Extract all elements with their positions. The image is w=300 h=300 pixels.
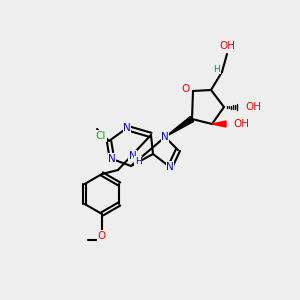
Text: O: O <box>181 84 189 94</box>
Polygon shape <box>212 121 226 127</box>
Text: H: H <box>214 64 220 74</box>
Text: OH: OH <box>219 41 235 51</box>
Text: H: H <box>135 157 141 166</box>
Text: O: O <box>98 231 106 241</box>
Text: N: N <box>166 162 174 172</box>
Text: OH: OH <box>233 119 249 129</box>
Text: N: N <box>123 123 131 133</box>
Text: N: N <box>161 132 169 142</box>
Text: N: N <box>108 154 116 164</box>
Text: OH: OH <box>245 102 261 112</box>
Text: N: N <box>129 151 137 161</box>
Text: Cl: Cl <box>96 131 106 141</box>
Polygon shape <box>165 116 194 137</box>
